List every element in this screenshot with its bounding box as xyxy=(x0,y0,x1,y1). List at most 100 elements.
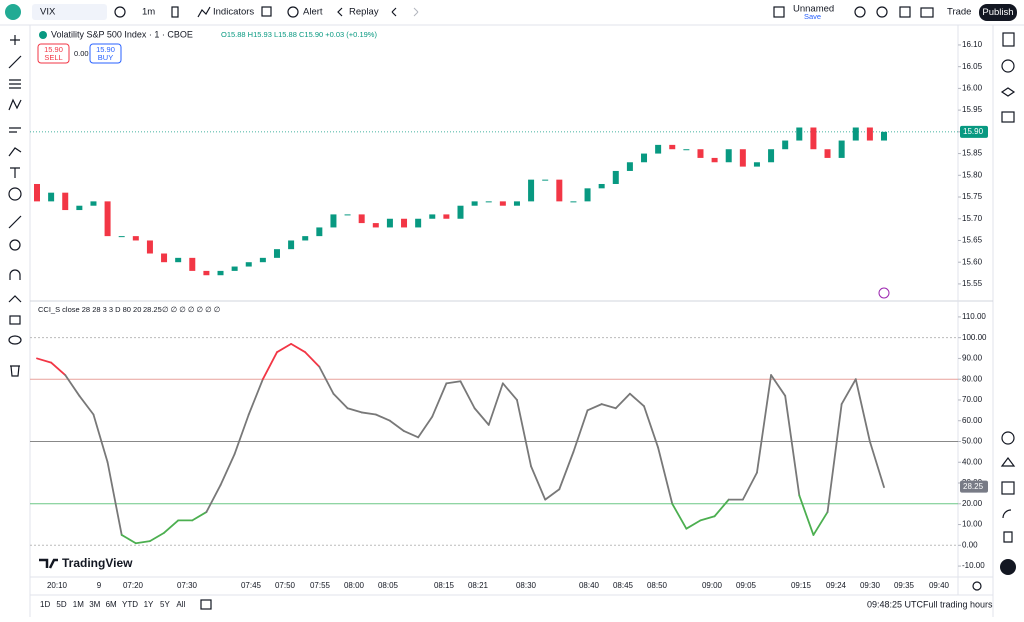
indicators-icon[interactable] xyxy=(197,6,211,18)
help-icon[interactable] xyxy=(1003,531,1013,543)
fib-tool[interactable] xyxy=(9,79,21,89)
measure-tool[interactable] xyxy=(8,215,22,229)
cci-segment xyxy=(671,502,688,530)
range-button[interactable]: 1M xyxy=(73,600,84,609)
publish-bg[interactable] xyxy=(979,4,1017,21)
indicators-button[interactable]: Indicators xyxy=(213,7,254,18)
buy-label[interactable]: BUY xyxy=(98,53,113,62)
undo-icon[interactable] xyxy=(391,7,397,17)
cci-segment xyxy=(741,471,758,501)
candle-body xyxy=(217,270,224,276)
apps-button[interactable] xyxy=(1000,559,1016,575)
last-value-tag xyxy=(960,480,988,493)
cci-segment xyxy=(120,534,137,545)
target-icon[interactable] xyxy=(1001,431,1015,445)
icon-tool[interactable] xyxy=(8,187,22,201)
candle-body xyxy=(570,201,577,203)
replay-icon[interactable] xyxy=(337,7,343,17)
avatar[interactable] xyxy=(5,4,21,20)
y-tick-label: 16.00 xyxy=(962,84,983,93)
range-button[interactable]: YTD xyxy=(122,600,138,609)
chart-type-icon[interactable] xyxy=(171,6,179,18)
hide-tool[interactable] xyxy=(8,335,22,345)
cci-segment xyxy=(163,519,180,534)
zoom-tool[interactable] xyxy=(9,239,21,251)
symbol[interactable]: VIX xyxy=(40,7,56,18)
candle-body xyxy=(386,218,393,228)
brush-tool[interactable] xyxy=(8,147,22,157)
candle-body xyxy=(288,240,295,250)
lock-drawings-tool[interactable] xyxy=(8,295,22,303)
lock-tool[interactable] xyxy=(9,315,21,325)
cci-segment xyxy=(798,494,815,536)
watchlist-icon[interactable] xyxy=(1002,32,1015,47)
sell-label[interactable]: SELL xyxy=(44,53,62,62)
range-button[interactable]: 6M xyxy=(106,600,117,609)
magnet-tool[interactable] xyxy=(9,269,21,280)
projection-tool[interactable] xyxy=(9,127,21,133)
redo-icon[interactable] xyxy=(413,7,419,17)
x-tick-label: 07:45 xyxy=(241,581,262,590)
range-button[interactable]: All xyxy=(176,600,185,609)
candle-body xyxy=(725,149,732,163)
layout-name[interactable]: Unnamed xyxy=(793,4,834,15)
candle-body xyxy=(132,236,139,241)
axis-settings-icon[interactable] xyxy=(972,581,982,591)
symbol-box[interactable] xyxy=(32,4,107,20)
fullscreen-icon[interactable] xyxy=(899,6,911,18)
candle-body xyxy=(612,170,619,184)
templates-icon[interactable] xyxy=(261,6,272,17)
candle-body xyxy=(753,162,760,167)
cci-segment xyxy=(50,361,67,376)
buy-box[interactable] xyxy=(89,43,122,64)
calendar-icon[interactable] xyxy=(1001,481,1015,495)
add-symbol-icon[interactable] xyxy=(114,6,126,18)
session[interactable]: Full trading hours xyxy=(923,599,993,609)
sell-price[interactable]: 15.90 xyxy=(44,45,63,54)
y-tick-label: 15.80 xyxy=(962,170,983,179)
alerts-icon[interactable] xyxy=(1001,59,1015,73)
interval[interactable]: 1m xyxy=(142,7,155,18)
alert-button[interactable]: Alert xyxy=(303,7,323,18)
candle-body xyxy=(471,201,478,206)
replay-button[interactable]: Replay xyxy=(349,7,379,18)
chat-icon[interactable] xyxy=(1001,111,1015,123)
range-button[interactable]: 3M xyxy=(89,600,100,609)
range-button[interactable]: 1D xyxy=(40,600,50,609)
event-icon[interactable] xyxy=(878,287,890,299)
search-icon[interactable] xyxy=(854,6,866,18)
range-button[interactable]: 1Y xyxy=(144,600,154,609)
crosshair-tool[interactable] xyxy=(10,35,20,45)
save-label[interactable]: Save xyxy=(804,12,821,21)
range-button[interactable]: 5Y xyxy=(160,600,170,609)
snapshot-icon[interactable] xyxy=(920,7,934,18)
candle-body xyxy=(245,262,252,267)
ideas-icon[interactable] xyxy=(1000,457,1016,467)
trend-line-tool[interactable] xyxy=(8,55,22,69)
x-tick-label: 09:35 xyxy=(894,581,915,590)
layout-checkbox[interactable] xyxy=(773,6,785,18)
pattern-tool[interactable] xyxy=(8,98,22,111)
buy-price[interactable]: 15.90 xyxy=(96,45,115,54)
candle-body xyxy=(513,201,520,206)
alert-icon[interactable] xyxy=(287,6,299,18)
candle-body xyxy=(838,140,845,158)
range-button[interactable]: 5D xyxy=(56,600,66,609)
trash-tool[interactable] xyxy=(10,365,20,377)
date-range-icon[interactable] xyxy=(200,599,212,610)
last-price-tag xyxy=(960,125,988,138)
layers-icon[interactable] xyxy=(1000,87,1016,97)
settings-icon[interactable] xyxy=(876,6,888,18)
trade-button[interactable]: Trade xyxy=(947,7,971,18)
y-tick-label: 60.00 xyxy=(962,416,983,425)
text-tool[interactable] xyxy=(10,167,20,178)
sell-box[interactable] xyxy=(37,43,70,64)
candle-body xyxy=(104,201,111,237)
candle-body xyxy=(669,144,676,150)
candle-body xyxy=(739,149,746,167)
publish-button[interactable]: Publish xyxy=(982,7,1013,18)
stream-icon[interactable] xyxy=(1002,509,1012,519)
cci-segment xyxy=(685,519,702,530)
x-tick-label: 07:20 xyxy=(123,581,144,590)
